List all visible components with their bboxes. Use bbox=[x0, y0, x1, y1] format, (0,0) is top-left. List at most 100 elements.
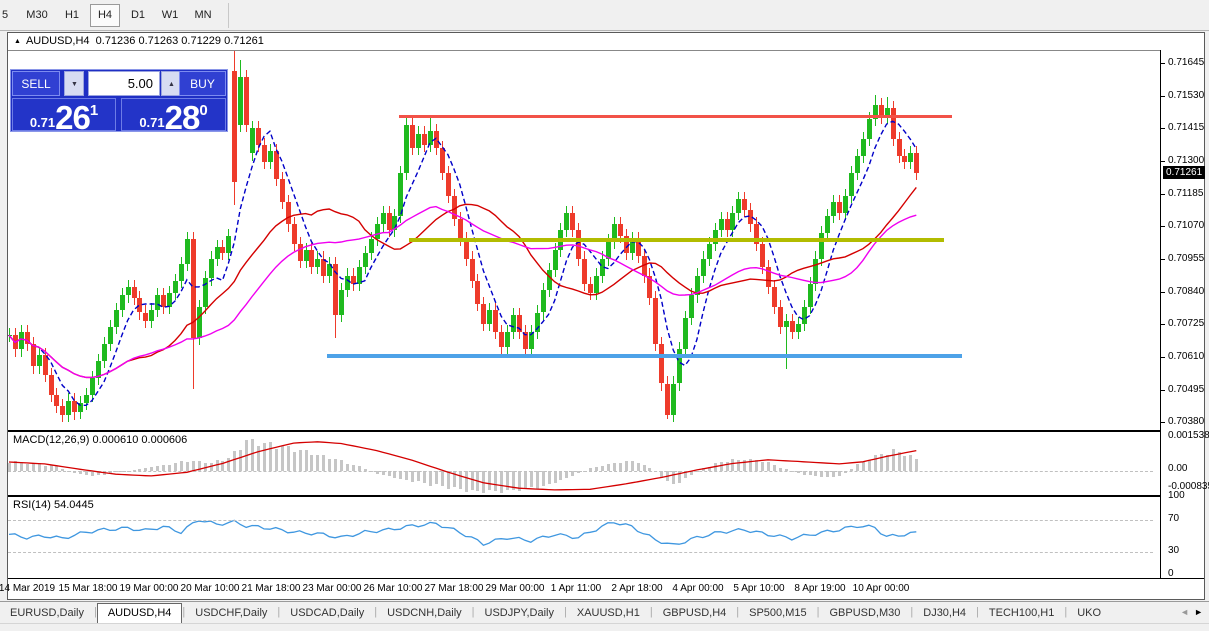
chart-tab-SP500[interactable]: SP500,M15 bbox=[749, 607, 807, 619]
macd-histogram-bar bbox=[749, 458, 753, 471]
rsi-axis-label: 0 bbox=[1168, 568, 1174, 579]
candle bbox=[724, 218, 730, 231]
candle bbox=[813, 258, 819, 285]
chart-tab-USDCHF[interactable]: USDCHF,Daily bbox=[195, 607, 268, 619]
price-axis-label: 0.70610 bbox=[1168, 350, 1205, 362]
chart-tab-UKO[interactable]: UKO bbox=[1077, 607, 1102, 619]
macd-histogram-bar bbox=[820, 471, 824, 478]
chart-tab-TECH100[interactable]: TECH100,H1 bbox=[988, 607, 1055, 619]
chart-tab-USDCNH[interactable]: USDCNH,Daily bbox=[387, 607, 462, 619]
timeframe-button-H4[interactable]: H4 bbox=[90, 4, 120, 27]
candle bbox=[528, 332, 534, 350]
chart-tab-GBPUSD[interactable]: GBPUSD,M30 bbox=[829, 607, 901, 619]
candle bbox=[896, 139, 902, 157]
candle bbox=[469, 258, 475, 282]
macd-histogram-bar bbox=[49, 465, 53, 471]
volume-input[interactable]: 5.00 bbox=[88, 71, 160, 96]
timeframe-button-W1[interactable]: W1 bbox=[156, 4, 184, 27]
resistance-line[interactable] bbox=[399, 115, 952, 119]
candle bbox=[279, 179, 285, 202]
axis-tick bbox=[1161, 356, 1165, 358]
macd-histogram-bar bbox=[832, 471, 836, 478]
macd-histogram-bar bbox=[672, 471, 676, 484]
macd-histogram-bar bbox=[156, 465, 160, 471]
timeframe-button-D1[interactable]: D1 bbox=[124, 4, 152, 27]
candle bbox=[445, 173, 451, 197]
candle bbox=[694, 275, 700, 296]
macd-histogram-bar bbox=[755, 460, 759, 471]
macd-histogram-bar bbox=[286, 446, 290, 471]
macd-histogram-bar bbox=[642, 464, 646, 471]
sell-price-box[interactable]: 0.71261 bbox=[12, 98, 116, 136]
macd-histogram-bar bbox=[405, 471, 409, 481]
time-axis[interactable]: 14 Mar 2019 15 Mar 18:00 19 Mar 00:00 20 Ma… bbox=[0, 578, 1204, 599]
candle bbox=[173, 281, 179, 293]
collapse-panel-icon[interactable]: ▲ bbox=[14, 38, 21, 45]
candle bbox=[451, 196, 457, 219]
candle bbox=[190, 238, 196, 339]
timeframe-button-MN[interactable]: MN bbox=[188, 4, 218, 27]
price-axis-label: 0.70725 bbox=[1168, 318, 1205, 330]
volume-decrease-button[interactable]: ▼ bbox=[64, 71, 84, 96]
macd-histogram-bar bbox=[61, 469, 65, 471]
price-axis-label: 0.71645 bbox=[1168, 57, 1205, 68]
macd-histogram-bar bbox=[470, 471, 474, 490]
macd-histogram-bar bbox=[909, 454, 913, 471]
price-axis[interactable]: 0.71645 0.71530 0.71415 0.71300 0.71185 0.710… bbox=[1160, 50, 1209, 579]
macd-histogram-bar bbox=[488, 471, 492, 491]
chart-tab-GBPUSD[interactable]: GBPUSD,H4 bbox=[662, 607, 727, 619]
chart-tab-DJ30[interactable]: DJ30,H4 bbox=[923, 607, 967, 619]
candle bbox=[362, 252, 368, 268]
macd-histogram-bar bbox=[553, 471, 557, 484]
macd-histogram-bar bbox=[387, 471, 391, 477]
chart-tab-XAUUSD[interactable]: XAUUSD,H1 bbox=[576, 607, 640, 619]
macd-indicator-panel[interactable]: MACD(12,26,9) 0.000610 0.000606 bbox=[8, 430, 1160, 493]
mid-line[interactable] bbox=[409, 238, 944, 243]
timeframe-button-5[interactable]: 5 bbox=[0, 4, 16, 27]
macd-histogram-bar bbox=[310, 455, 314, 471]
candle bbox=[327, 264, 333, 276]
candle bbox=[665, 383, 671, 415]
chart-header[interactable]: ▲ AUDUSD,H4 0.71236 0.71263 0.71229 0.712… bbox=[8, 33, 1204, 50]
volume-increase-button[interactable]: ▲ bbox=[161, 71, 181, 96]
candle bbox=[819, 232, 825, 259]
candle bbox=[783, 321, 789, 327]
tab-scroll-right-icon[interactable]: ► bbox=[1194, 607, 1203, 617]
macd-histogram-bar bbox=[636, 463, 640, 471]
sell-button[interactable]: SELL bbox=[12, 71, 60, 96]
candle bbox=[285, 201, 291, 225]
macd-histogram-bar bbox=[144, 467, 148, 471]
buy-button[interactable]: BUY bbox=[179, 71, 226, 96]
candle bbox=[137, 298, 143, 313]
macd-histogram-bar bbox=[494, 471, 498, 492]
chart-tab-EURUSD[interactable]: EURUSD,Daily bbox=[10, 607, 84, 619]
tab-scroll-left-icon[interactable]: ◄ bbox=[1180, 607, 1190, 617]
rsi-indicator-panel[interactable]: RSI(14) 54.0445 bbox=[8, 495, 1160, 578]
macd-histogram-bar bbox=[861, 461, 865, 471]
axis-tick bbox=[1161, 193, 1165, 195]
candle bbox=[410, 125, 416, 148]
macd-histogram-bar bbox=[257, 445, 261, 471]
chart-tab-USDJPY[interactable]: USDJPY,Daily bbox=[484, 607, 555, 619]
tab-separator: | bbox=[816, 606, 820, 618]
chart-tab-USDCAD[interactable]: USDCAD,Daily bbox=[290, 607, 365, 619]
rsi-axis-label: 100 bbox=[1168, 490, 1185, 501]
support-line[interactable] bbox=[327, 353, 962, 358]
price-axis-label: 0.70380 bbox=[1168, 416, 1205, 428]
timeframe-button-M30[interactable]: M30 bbox=[20, 4, 54, 27]
candle bbox=[475, 281, 481, 304]
timeframe-button-H1[interactable]: H1 bbox=[58, 4, 86, 27]
macd-histogram-bar bbox=[701, 468, 705, 471]
candle bbox=[18, 332, 24, 350]
rsi-level-line bbox=[8, 551, 1153, 553]
candle bbox=[380, 213, 386, 225]
candle bbox=[232, 71, 238, 182]
main-chart-plot[interactable]: SELL ▼ 5.00 ▲ BUY 0.71261 0.71280 bbox=[8, 50, 1160, 428]
buy-price-box[interactable]: 0.71280 bbox=[121, 98, 226, 136]
macd-histogram-bar bbox=[778, 467, 782, 471]
chart-tab-AUDUSD[interactable]: AUDUSD,H4 bbox=[96, 603, 183, 623]
candle bbox=[801, 306, 807, 324]
candle bbox=[42, 355, 48, 375]
macd-histogram-bar bbox=[630, 461, 634, 471]
candle bbox=[374, 224, 380, 239]
